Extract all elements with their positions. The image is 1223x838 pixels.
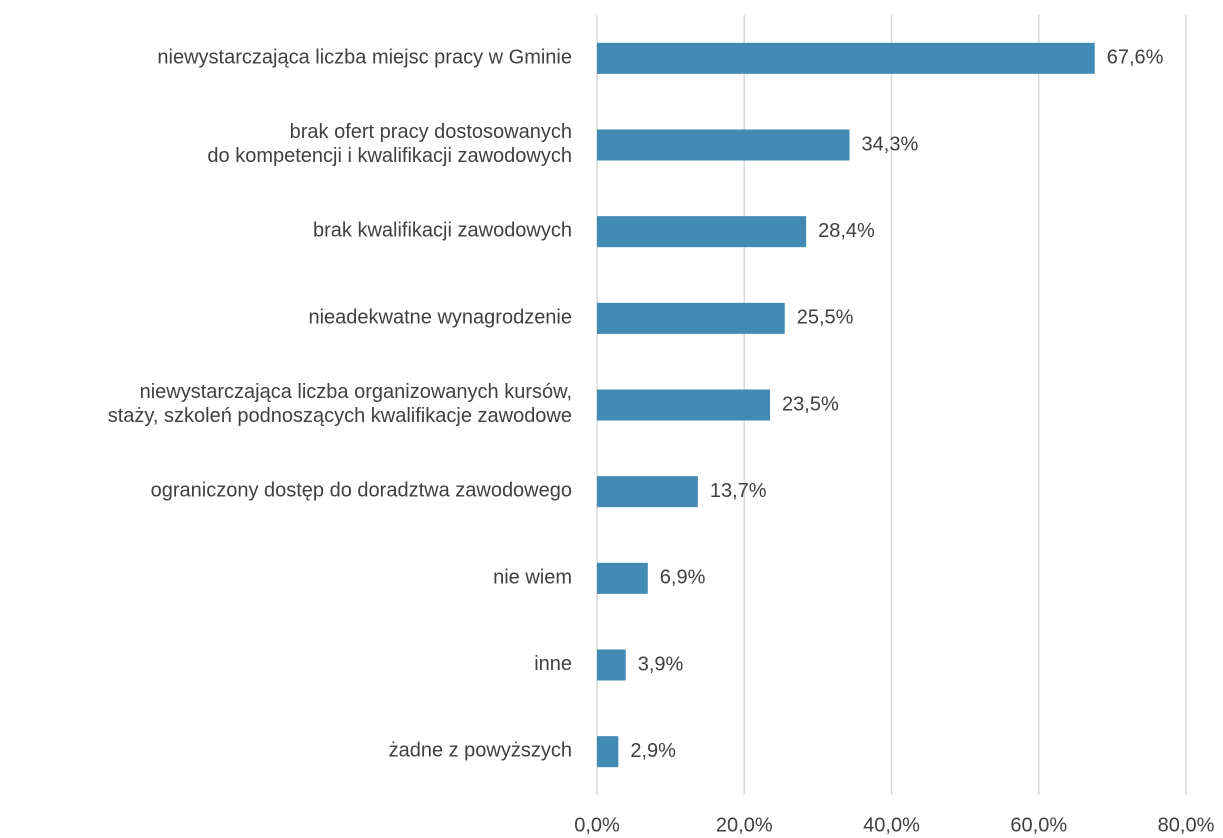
bar [597, 129, 850, 161]
x-tick-label: 60,0% [1010, 814, 1067, 836]
x-tick-label: 40,0% [863, 814, 920, 836]
y-tick-label: brak ofert pracy dostosowanych do kompete… [207, 121, 572, 167]
value-label: 34,3% [862, 133, 919, 155]
value-label: 28,4% [818, 220, 875, 242]
x-tick-label: 0,0% [574, 814, 620, 836]
y-tick-label: inne [534, 653, 572, 675]
value-label: 23,5% [782, 393, 839, 415]
bar [597, 216, 807, 248]
y-tick-label: nie wiem [493, 567, 572, 589]
value-label: 25,5% [797, 307, 854, 329]
y-tick-label: nieadekwatne wynagrodzenie [308, 307, 572, 329]
bar [597, 389, 771, 421]
bar [597, 649, 626, 681]
y-tick-label: brak kwalifikacji zawodowych [313, 220, 572, 242]
x-tick-label: 20,0% [716, 814, 773, 836]
value-label: 13,7% [710, 480, 767, 502]
x-tick-label: 80,0% [1158, 814, 1215, 836]
bar [597, 562, 648, 594]
value-label: 2,9% [630, 740, 676, 762]
value-label: 6,9% [660, 567, 706, 589]
value-label: 67,6% [1107, 47, 1164, 69]
bar [597, 42, 1095, 74]
bar [597, 302, 785, 334]
y-tick-label: żadne z powyższych [389, 740, 572, 762]
bar [597, 736, 619, 768]
y-tick-label: niewystarczająca liczba miejsc pracy w G… [157, 47, 572, 69]
y-tick-label: ograniczony dostęp do doradztwa zawodowe… [151, 480, 572, 502]
y-tick-label: niewystarczająca liczba organizowanych k… [108, 381, 572, 427]
bar [597, 476, 698, 508]
value-label: 3,9% [638, 653, 684, 675]
